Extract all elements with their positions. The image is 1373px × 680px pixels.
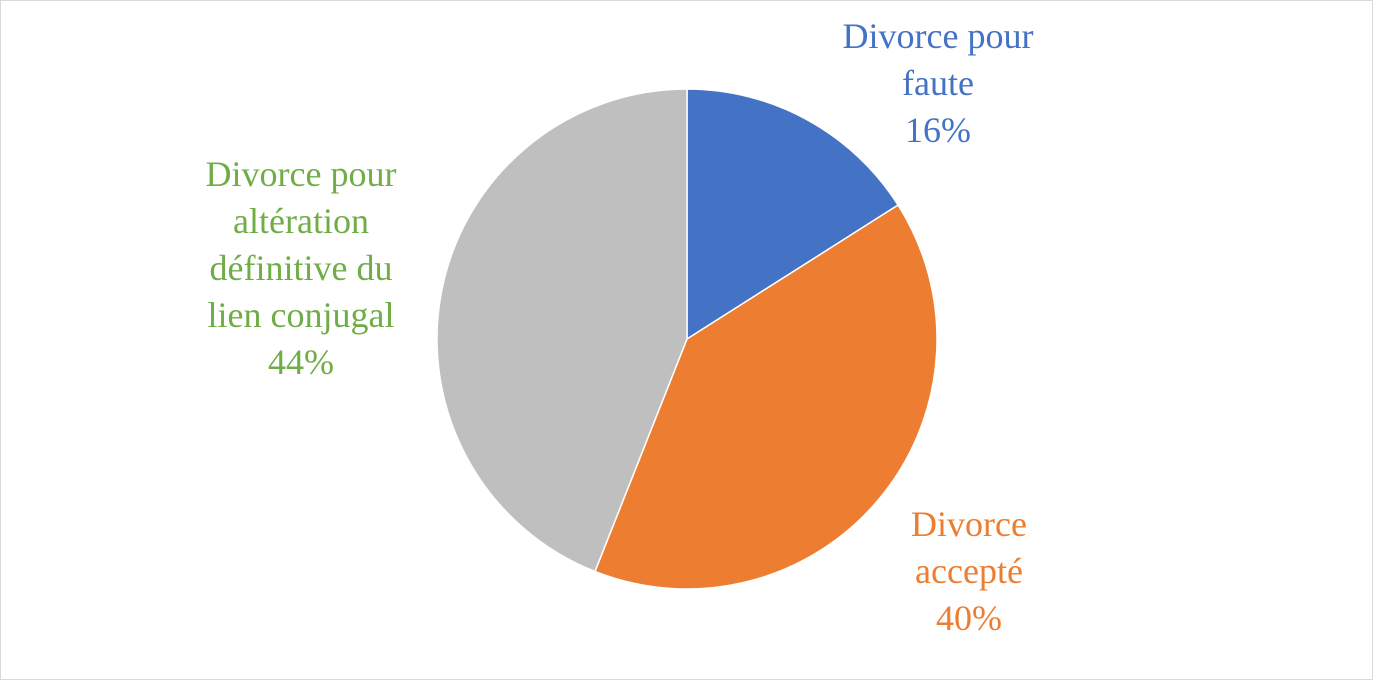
data-label: Divorce pour faute 16% bbox=[818, 13, 1058, 154]
value-label: 40% bbox=[936, 598, 1002, 638]
category-label: Divorce pour altération définitive du li… bbox=[205, 154, 397, 335]
data-label: Divorce accepté 40% bbox=[889, 501, 1049, 642]
value-label: 16% bbox=[905, 110, 971, 150]
pie-slice bbox=[686, 88, 900, 341]
category-label: Divorce accepté bbox=[911, 504, 1027, 591]
data-label: Divorce pour altération définitive du li… bbox=[181, 151, 421, 386]
category-label: Divorce pour faute bbox=[842, 16, 1034, 103]
pie-slice bbox=[593, 204, 938, 590]
value-label: 44% bbox=[268, 342, 334, 382]
pie-slice bbox=[436, 88, 688, 573]
